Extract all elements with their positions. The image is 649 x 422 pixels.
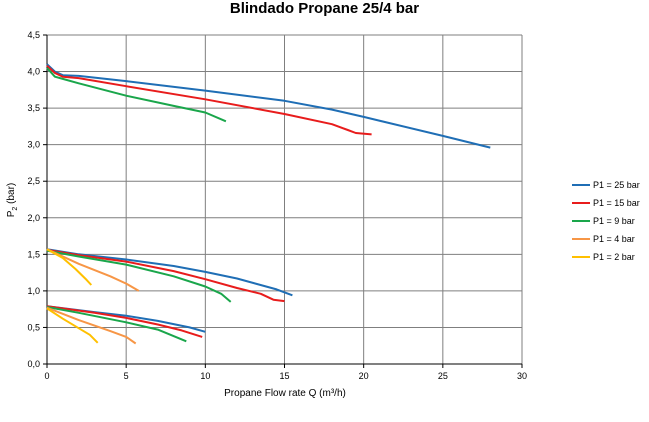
x-tick-label: 30	[517, 371, 527, 381]
series-line-p1-25-bar	[46, 248, 293, 297]
y-tick-label: 4,0	[27, 67, 40, 77]
y-tick-label: 0,5	[27, 322, 40, 332]
y-tick-label: 3,0	[27, 140, 40, 150]
series-line-p1-4-bar	[46, 306, 137, 345]
x-tick-label: 10	[200, 371, 210, 381]
chart-title: Blindado Propane 25/4 bar	[229, 0, 420, 17]
series-line-p1-25-bar	[46, 63, 491, 149]
y-tick-label: 1,0	[27, 286, 40, 296]
axis-layer: 0 5 10 15 20 25 30 0,0 0,5 1,0 1,5 2,0 2,5 3,0 3,5 4,0 4…	[27, 30, 527, 381]
series-line-p1-2-bar	[46, 248, 93, 286]
legend-label-p1-2-bar: P1 = 2 bar	[593, 252, 635, 262]
legend: P1 = 25 bar P1 = 15 bar P1 = 9 bar P1 = 4 b…	[572, 180, 640, 262]
y-tick-label: 1,5	[27, 249, 40, 259]
legend-label-p1-15-bar: P1 = 15 bar	[593, 198, 640, 208]
series-line-p1-15-bar	[46, 248, 285, 303]
grid-layer	[46, 34, 523, 365]
x-axis-label: Propane Flow rate Q (m³/h)	[224, 388, 346, 399]
y-axis-label-sub: 2	[12, 207, 19, 211]
x-tick-label: 15	[279, 371, 289, 381]
series-line-p1-4-bar	[46, 248, 140, 292]
series-line-p1-9-bar	[46, 249, 232, 303]
y-tick-label: 2,0	[27, 213, 40, 223]
y-tick-label: 2,5	[27, 176, 40, 186]
y-tick-label: 3,5	[27, 103, 40, 113]
series-line-p1-15-bar	[46, 64, 372, 136]
y-tick-label: 0,0	[27, 359, 40, 369]
y-axis-label: P2 (bar)	[6, 183, 19, 217]
legend-label-p1-9-bar: P1 = 9 bar	[593, 216, 635, 226]
series-line-p1-15-bar	[46, 305, 203, 338]
series-line-p1-9-bar	[46, 306, 187, 343]
x-tick-label: 20	[359, 371, 369, 381]
x-tick-label: 0	[44, 371, 49, 381]
series-layer	[46, 63, 491, 345]
y-axis-label-main: P	[6, 210, 17, 217]
series-line-p1-2-bar	[46, 307, 99, 344]
x-tick-label: 25	[438, 371, 448, 381]
legend-label-p1-4-bar: P1 = 4 bar	[593, 234, 635, 244]
x-tick-label: 5	[124, 371, 129, 381]
series-line-p1-9-bar	[46, 67, 227, 123]
y-axis-label-unit: (bar)	[6, 183, 17, 207]
y-tick-label: 4,5	[27, 30, 40, 40]
legend-label-p1-25-bar: P1 = 25 bar	[593, 180, 640, 190]
